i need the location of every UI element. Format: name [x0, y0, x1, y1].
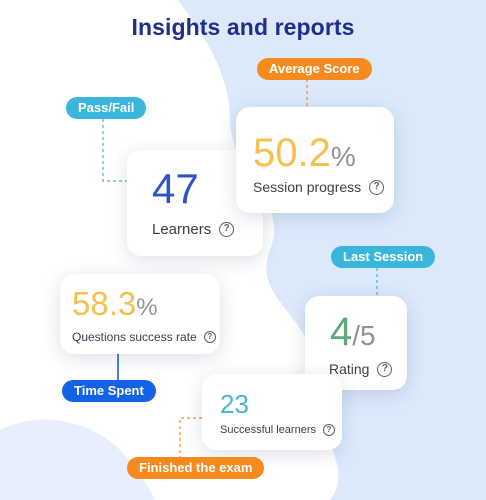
session-progress-card: 50.2% Session progress ?	[236, 107, 394, 213]
questions-success-value: 58.3%	[72, 287, 158, 320]
page-title: Insights and reports	[131, 14, 355, 40]
session-progress-label: Session progress ?	[253, 179, 385, 195]
successful-learners-label-text: Successful learners	[220, 424, 316, 436]
help-icon[interactable]: ?	[203, 331, 216, 343]
questions-success-label: Questions success rate ?	[72, 330, 216, 344]
rating-label-text: Rating	[329, 361, 370, 377]
percent-unit: %	[330, 141, 356, 172]
help-icon[interactable]: ?	[219, 222, 235, 237]
help-icon[interactable]: ?	[369, 179, 385, 195]
session-progress-number: 50.2	[253, 131, 331, 175]
tag-average-score: Average Score	[257, 58, 372, 80]
learners-label: Learners ?	[152, 221, 235, 238]
questions-success-card: 58.3% Questions success rate ?	[60, 274, 220, 354]
tag-finished-exam: Finished the exam	[127, 457, 265, 479]
session-progress-label-text: Session progress	[253, 179, 362, 195]
rating-number: 4	[330, 310, 353, 354]
rating-value: 4/5	[330, 312, 376, 352]
tag-last-session: Last Session	[331, 246, 436, 268]
percent-unit: %	[136, 294, 158, 321]
tag-pass-fail: Pass/Fail	[66, 97, 147, 119]
help-icon[interactable]: ?	[323, 424, 335, 436]
questions-success-number: 58.3	[72, 285, 137, 322]
rating-label: Rating ?	[329, 361, 393, 377]
help-icon[interactable]: ?	[377, 361, 393, 377]
questions-success-label-text: Questions success rate	[72, 330, 197, 344]
tag-time-spent: Time Spent	[62, 380, 156, 402]
successful-learners-label: Successful learners ?	[220, 424, 335, 436]
successful-learners-card: 23 Successful learners ?	[202, 374, 342, 450]
successful-learners-value: 23	[220, 389, 249, 419]
learners-value: 47	[152, 165, 199, 212]
learners-label-text: Learners	[152, 221, 212, 238]
rating-out-of: /5	[352, 320, 376, 351]
session-progress-value: 50.2%	[253, 133, 356, 173]
